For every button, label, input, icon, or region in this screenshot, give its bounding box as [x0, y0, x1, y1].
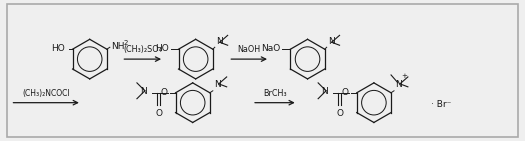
Text: O: O [155, 109, 162, 118]
Text: N: N [328, 37, 334, 46]
Text: NH: NH [111, 42, 124, 51]
Text: N: N [395, 80, 402, 89]
Text: +: + [401, 73, 407, 79]
Text: O: O [161, 88, 167, 97]
Text: NaOH: NaOH [238, 45, 261, 54]
Text: (CH₃)₂NCOCl: (CH₃)₂NCOCl [23, 89, 70, 98]
Text: NaO: NaO [261, 44, 280, 53]
Text: O: O [342, 88, 349, 97]
Text: N: N [214, 80, 220, 89]
Text: (CH₃)₂SO₄: (CH₃)₂SO₄ [123, 45, 162, 54]
Text: · Br⁻: · Br⁻ [432, 100, 452, 109]
Text: N: N [140, 87, 147, 96]
Text: HO: HO [51, 44, 65, 53]
Text: N: N [216, 37, 223, 46]
Text: BrCH₃: BrCH₃ [263, 89, 287, 98]
Text: HO: HO [155, 44, 169, 53]
Text: O: O [337, 109, 343, 118]
Text: 2: 2 [124, 40, 128, 46]
Text: N: N [321, 87, 328, 96]
